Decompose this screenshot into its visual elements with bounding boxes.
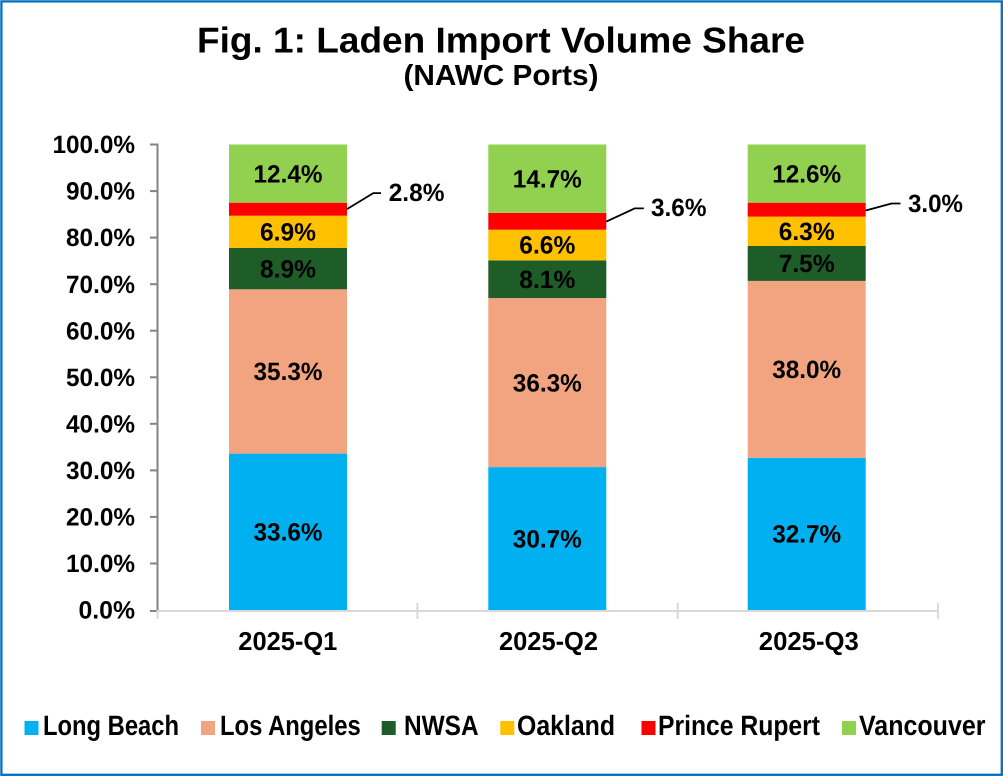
svg-text:90.0%: 90.0%: [66, 178, 135, 206]
svg-text:(NAWC Ports): (NAWC Ports): [404, 60, 599, 92]
svg-text:30.7%: 30.7%: [513, 525, 582, 553]
svg-text:50.0%: 50.0%: [66, 364, 135, 392]
svg-text:100.0%: 100.0%: [53, 131, 136, 159]
svg-text:7.5%: 7.5%: [779, 250, 835, 278]
svg-text:33.6%: 33.6%: [254, 519, 323, 547]
svg-text:Fig. 1: Laden Import Volume Sh: Fig. 1: Laden Import Volume Share: [197, 20, 805, 61]
svg-text:2.8%: 2.8%: [389, 179, 445, 207]
svg-text:0.0%: 0.0%: [79, 597, 136, 625]
svg-text:3.6%: 3.6%: [651, 194, 707, 222]
svg-text:8.9%: 8.9%: [260, 255, 316, 283]
svg-text:Prince Rupert: Prince Rupert: [658, 710, 820, 741]
svg-text:Oakland: Oakland: [517, 710, 615, 741]
svg-text:12.6%: 12.6%: [772, 160, 841, 188]
svg-text:30.0%: 30.0%: [66, 457, 135, 485]
svg-text:Los Angeles: Los Angeles: [220, 710, 361, 741]
svg-text:Vancouver: Vancouver: [859, 710, 986, 741]
svg-text:14.7%: 14.7%: [513, 165, 582, 193]
svg-text:36.3%: 36.3%: [513, 369, 582, 397]
svg-text:6.3%: 6.3%: [779, 218, 835, 246]
svg-text:3.0%: 3.0%: [908, 190, 963, 218]
svg-text:10.0%: 10.0%: [66, 550, 135, 578]
svg-text:NWSA: NWSA: [404, 710, 479, 741]
svg-text:20.0%: 20.0%: [66, 504, 135, 532]
svg-text:6.9%: 6.9%: [260, 218, 316, 246]
svg-text:Long Beach: Long Beach: [43, 710, 179, 741]
svg-text:32.7%: 32.7%: [772, 521, 841, 549]
svg-text:2025-Q3: 2025-Q3: [759, 626, 859, 656]
svg-text:6.6%: 6.6%: [519, 232, 575, 260]
svg-text:40.0%: 40.0%: [66, 410, 135, 438]
svg-text:12.4%: 12.4%: [254, 160, 323, 188]
svg-text:60.0%: 60.0%: [66, 317, 135, 345]
svg-text:70.0%: 70.0%: [66, 271, 135, 299]
svg-text:80.0%: 80.0%: [66, 224, 135, 252]
svg-text:38.0%: 38.0%: [772, 356, 841, 384]
svg-text:2025-Q2: 2025-Q2: [499, 626, 598, 656]
svg-text:8.1%: 8.1%: [519, 266, 575, 294]
svg-text:35.3%: 35.3%: [254, 358, 323, 386]
svg-text:2025-Q1: 2025-Q1: [238, 626, 337, 656]
